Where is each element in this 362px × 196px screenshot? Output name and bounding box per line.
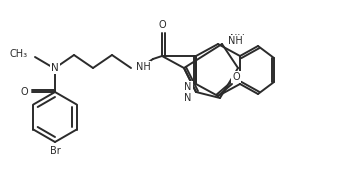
- Text: O: O: [232, 72, 240, 82]
- Text: N: N: [184, 82, 192, 92]
- Text: NH: NH: [228, 36, 243, 46]
- Text: O: O: [20, 87, 28, 97]
- Text: O: O: [158, 20, 166, 30]
- Text: NH: NH: [230, 34, 245, 44]
- Text: NH: NH: [136, 62, 150, 72]
- Text: N: N: [51, 63, 59, 73]
- Text: CH₃: CH₃: [10, 49, 28, 59]
- Text: Br: Br: [50, 146, 60, 156]
- Text: N: N: [184, 93, 192, 103]
